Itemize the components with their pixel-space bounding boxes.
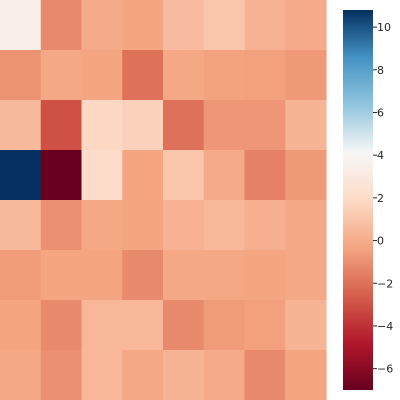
heatmap-cells: [0, 0, 327, 400]
heatmap-cell-r0-c5: [203, 0, 246, 51]
heatmap-cell-r7-c6: [244, 350, 286, 400]
heatmap-cell-r6-c6: [244, 300, 286, 351]
heatmap-cell-r5-c1: [40, 250, 83, 301]
heatmap-cell-r6-c3: [122, 300, 164, 351]
heatmap-cell-r6-c0: [0, 300, 42, 351]
heatmap-cell-r2-c3: [122, 100, 164, 151]
heatmap-cell-r4-c5: [203, 200, 246, 251]
heatmap-cell-r6-c2: [81, 300, 123, 351]
heatmap-cell-r4-c4: [163, 200, 205, 251]
heatmap-cell-r0-c0: [0, 0, 42, 51]
heatmap-cell-r1-c1: [40, 50, 83, 101]
heatmap-cell-r2-c6: [244, 100, 286, 151]
heatmap-cell-r4-c7: [285, 200, 327, 251]
heatmap-cell-r5-c2: [81, 250, 123, 301]
heatmap-cell-r3-c4: [163, 150, 205, 201]
colorbar-tick-label: 0: [377, 235, 384, 248]
heatmap-cell-r6-c1: [40, 300, 83, 351]
heatmap-cell-r2-c1: [40, 100, 83, 151]
colorbar-ticks: 10 8 6 4 2 0 −2 −4 −6: [373, 21, 393, 376]
colorbar-tick-label: 4: [377, 149, 384, 162]
heatmap-cell-r3-c6: [244, 150, 286, 201]
heatmap-cell-r0-c3: [122, 0, 164, 51]
colorbar-tick-label: −6: [377, 363, 393, 376]
heatmap-cell-r6-c4: [163, 300, 205, 351]
heatmap-cell-r1-c6: [244, 50, 286, 101]
colorbar-tick-label: 10: [377, 21, 391, 34]
heatmap-cell-r3-c3: [122, 150, 164, 201]
colorbar-tick-label: −2: [377, 277, 393, 290]
heatmap-cell-r1-c0: [0, 50, 42, 101]
colorbar: [343, 10, 373, 390]
heatmap-cell-r3-c7: [285, 150, 327, 201]
heatmap-cell-r7-c4: [163, 350, 205, 400]
heatmap-cell-r2-c4: [163, 100, 205, 151]
colorbar-tick-label: 6: [377, 106, 384, 119]
heatmap-cell-r6-c5: [203, 300, 246, 351]
heatmap-cell-r5-c0: [0, 250, 42, 301]
heatmap-cell-r7-c3: [122, 350, 164, 400]
heatmap-cell-r7-c1: [40, 350, 83, 400]
heatmap-cell-r0-c2: [81, 0, 123, 51]
heatmap-cell-r2-c0: [0, 100, 42, 151]
heatmap-cell-r4-c3: [122, 200, 164, 251]
heatmap-cell-r2-c5: [203, 100, 246, 151]
heatmap-cell-r7-c0: [0, 350, 42, 400]
colorbar-tick-label: 2: [377, 192, 384, 205]
heatmap-cell-r1-c4: [163, 50, 205, 101]
heatmap-cell-r0-c6: [244, 0, 286, 51]
heatmap-cell-r3-c0: [0, 150, 42, 201]
heatmap-cell-r6-c7: [285, 300, 327, 351]
heatmap-cell-r1-c7: [285, 50, 327, 101]
heatmap-cell-r7-c2: [81, 350, 123, 400]
heatmap-cell-r4-c2: [81, 200, 123, 251]
heatmap-cell-r5-c4: [163, 250, 205, 301]
heatmap-cell-r0-c4: [163, 0, 205, 51]
heatmap-cell-r3-c2: [81, 150, 123, 201]
heatmap-cell-r3-c1: [40, 150, 83, 201]
heatmap-cell-r7-c7: [285, 350, 327, 400]
heatmap-cell-r1-c3: [122, 50, 164, 101]
heatmap-cell-r0-c7: [285, 0, 327, 51]
heatmap-cell-r5-c6: [244, 250, 286, 301]
heatmap-cell-r7-c5: [203, 350, 246, 400]
heatmap-cell-r1-c5: [203, 50, 246, 101]
heatmap-cell-r0-c1: [40, 0, 83, 51]
heatmap-cell-r5-c7: [285, 250, 327, 301]
heatmap-cell-r4-c6: [244, 200, 286, 251]
heatmap-cell-r2-c7: [285, 100, 327, 151]
heatmap-cell-r3-c5: [203, 150, 246, 201]
heatmap-cell-r4-c1: [40, 200, 83, 251]
heatmap-cell-r4-c0: [0, 200, 42, 251]
colorbar-tick-label: −4: [377, 320, 393, 333]
heatmap-cell-r5-c3: [122, 250, 164, 301]
heatmap-cell-r5-c5: [203, 250, 246, 301]
colorbar-tick-label: 8: [377, 64, 384, 77]
heatmap-cell-r2-c2: [81, 100, 123, 151]
heatmap-cell-r1-c2: [81, 50, 123, 101]
